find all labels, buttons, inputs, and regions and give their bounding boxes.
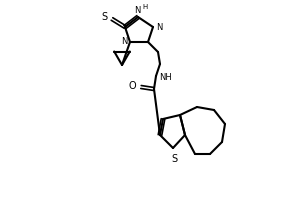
Text: O: O xyxy=(128,81,136,91)
Text: S: S xyxy=(171,154,177,164)
Text: N: N xyxy=(134,6,140,15)
Text: N: N xyxy=(156,22,162,31)
Text: S: S xyxy=(101,12,107,22)
Text: NH: NH xyxy=(159,72,172,82)
Text: N: N xyxy=(121,38,127,46)
Text: H: H xyxy=(142,4,147,10)
